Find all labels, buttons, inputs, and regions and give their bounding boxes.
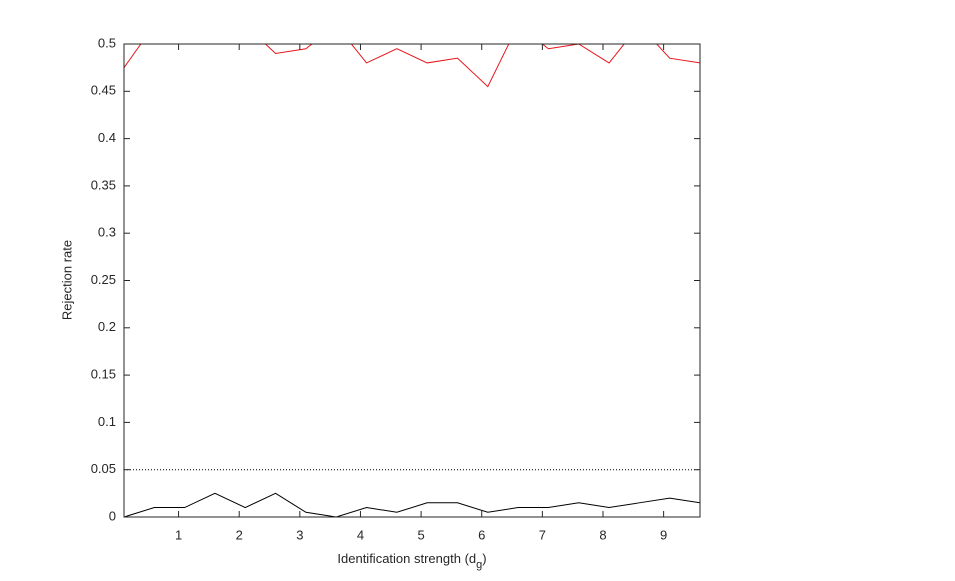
plot-area [124,44,700,517]
y-tick-label: 0.5 [98,35,116,50]
plot-layer [124,44,700,517]
x-tick-label: 5 [417,527,424,542]
y-tick-label: 0.35 [91,177,116,192]
y-tick-label: 0 [109,508,116,523]
x-label-subscript: g [476,559,482,571]
x-label-suffix: ) [482,551,486,566]
x-tick-label: 6 [478,527,485,542]
x-tick-label: 3 [296,527,303,542]
y-tick-label: 0.15 [91,367,116,382]
y-tick-label: 0.1 [98,414,116,429]
x-tick-label: 1 [175,527,182,542]
y-tick-label: 0.3 [98,225,116,240]
x-tick-label: 2 [236,527,243,542]
x-tick-label: 8 [599,527,606,542]
x-tick-label: 9 [660,527,667,542]
series-line [124,44,700,88]
y-tick-label: 0.4 [98,130,116,145]
y-tick-label: 0.2 [98,319,116,334]
y-axis-label: Rejection rate [59,240,74,320]
x-tick-label: 4 [357,527,364,542]
series-line [124,492,700,517]
x-tick-label: 7 [539,527,546,542]
y-tick-label: 0.45 [91,83,116,98]
y-tick-label: 0.05 [91,461,116,476]
y-tick-label: 0.25 [91,272,116,287]
x-label-text: Identification strength (d [337,551,476,566]
x-axis-label: Identification strength (dg) [337,551,486,570]
